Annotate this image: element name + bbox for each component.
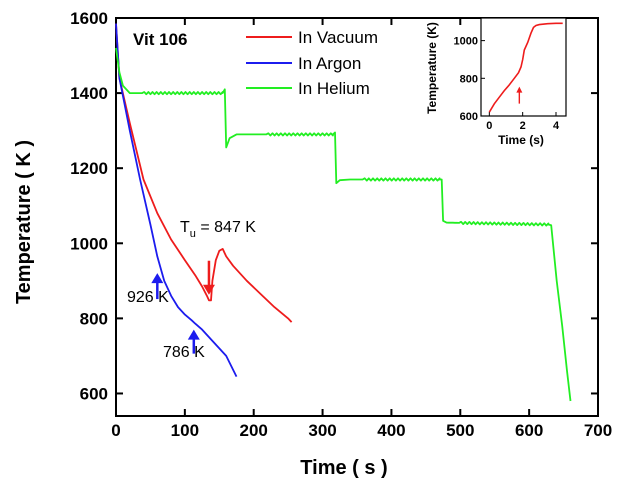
inset-ticks: 0 2 4 600 800 1000 [454,36,560,132]
arrow-layer [151,260,215,354]
x-tick-label: 500 [446,421,474,440]
arrow-786 [187,329,200,354]
y-tick-label: 1000 [70,234,108,253]
y-tick-label: 1200 [70,159,108,178]
inset-x-tick-label: 0 [486,120,492,132]
annotation-786: 786 K [163,344,205,361]
inset-frame [480,17,567,117]
x-tick-label: 200 [240,421,268,440]
annotation-926: 926 K [127,289,169,306]
x-tick-label: 600 [515,421,543,440]
x-axis-title: Time ( s ) [300,457,387,479]
inset-arrow [516,86,523,104]
y-axis-title: Temperature ( K ) [13,140,35,304]
series-line-in-helium [115,47,572,402]
y-axis-ticks: 600 800 1000 1200 1400 1600 [70,9,598,403]
x-tick-label: 100 [171,421,199,440]
inset-y-tick-label: 800 [460,73,478,85]
x-tick-label: 300 [308,421,336,440]
inset-y-tick-label: 600 [460,111,478,123]
x-tick-label: 700 [584,421,612,440]
annotations: 926 K 786 K Tu = 847 K [127,219,256,361]
inset-series [488,22,563,113]
series-layer [115,23,572,402]
inset-x-tick-label: 2 [520,120,526,132]
sample-label: Vit 106 [133,30,188,49]
series-line-in-argon [115,23,238,378]
annotation-tu: Tu = 847 K [180,219,256,240]
y-tick-label: 1600 [70,9,108,28]
arrow-926 [151,273,164,300]
y-tick-label: 1400 [70,84,108,103]
inset-chart: 0 2 4 600 800 1000 Time (s) Temperature (K) [425,17,567,147]
x-axis-ticks: 0 100 200 300 400 500 600 700 [111,18,612,440]
arrow-tu [202,260,215,295]
inset-x-tick-label: 4 [553,120,560,132]
y-tick-label: 600 [80,384,108,403]
legend: In Vacuum In Argon In Helium [246,28,378,98]
x-tick-label: 0 [111,421,120,440]
x-tick-label: 400 [377,421,405,440]
legend-label-argon: In Argon [298,54,361,73]
inset-x-title: Time (s) [498,133,544,147]
legend-label-helium: In Helium [298,79,370,98]
inset-series-line [488,22,563,113]
series-line-in-vacuum [115,23,293,323]
plot-frame [115,17,599,417]
legend-label-vacuum: In Vacuum [298,28,378,47]
y-tick-label: 800 [80,309,108,328]
inset-y-tick-label: 1000 [454,36,478,48]
inset-y-title: Temperature (K) [425,22,439,114]
